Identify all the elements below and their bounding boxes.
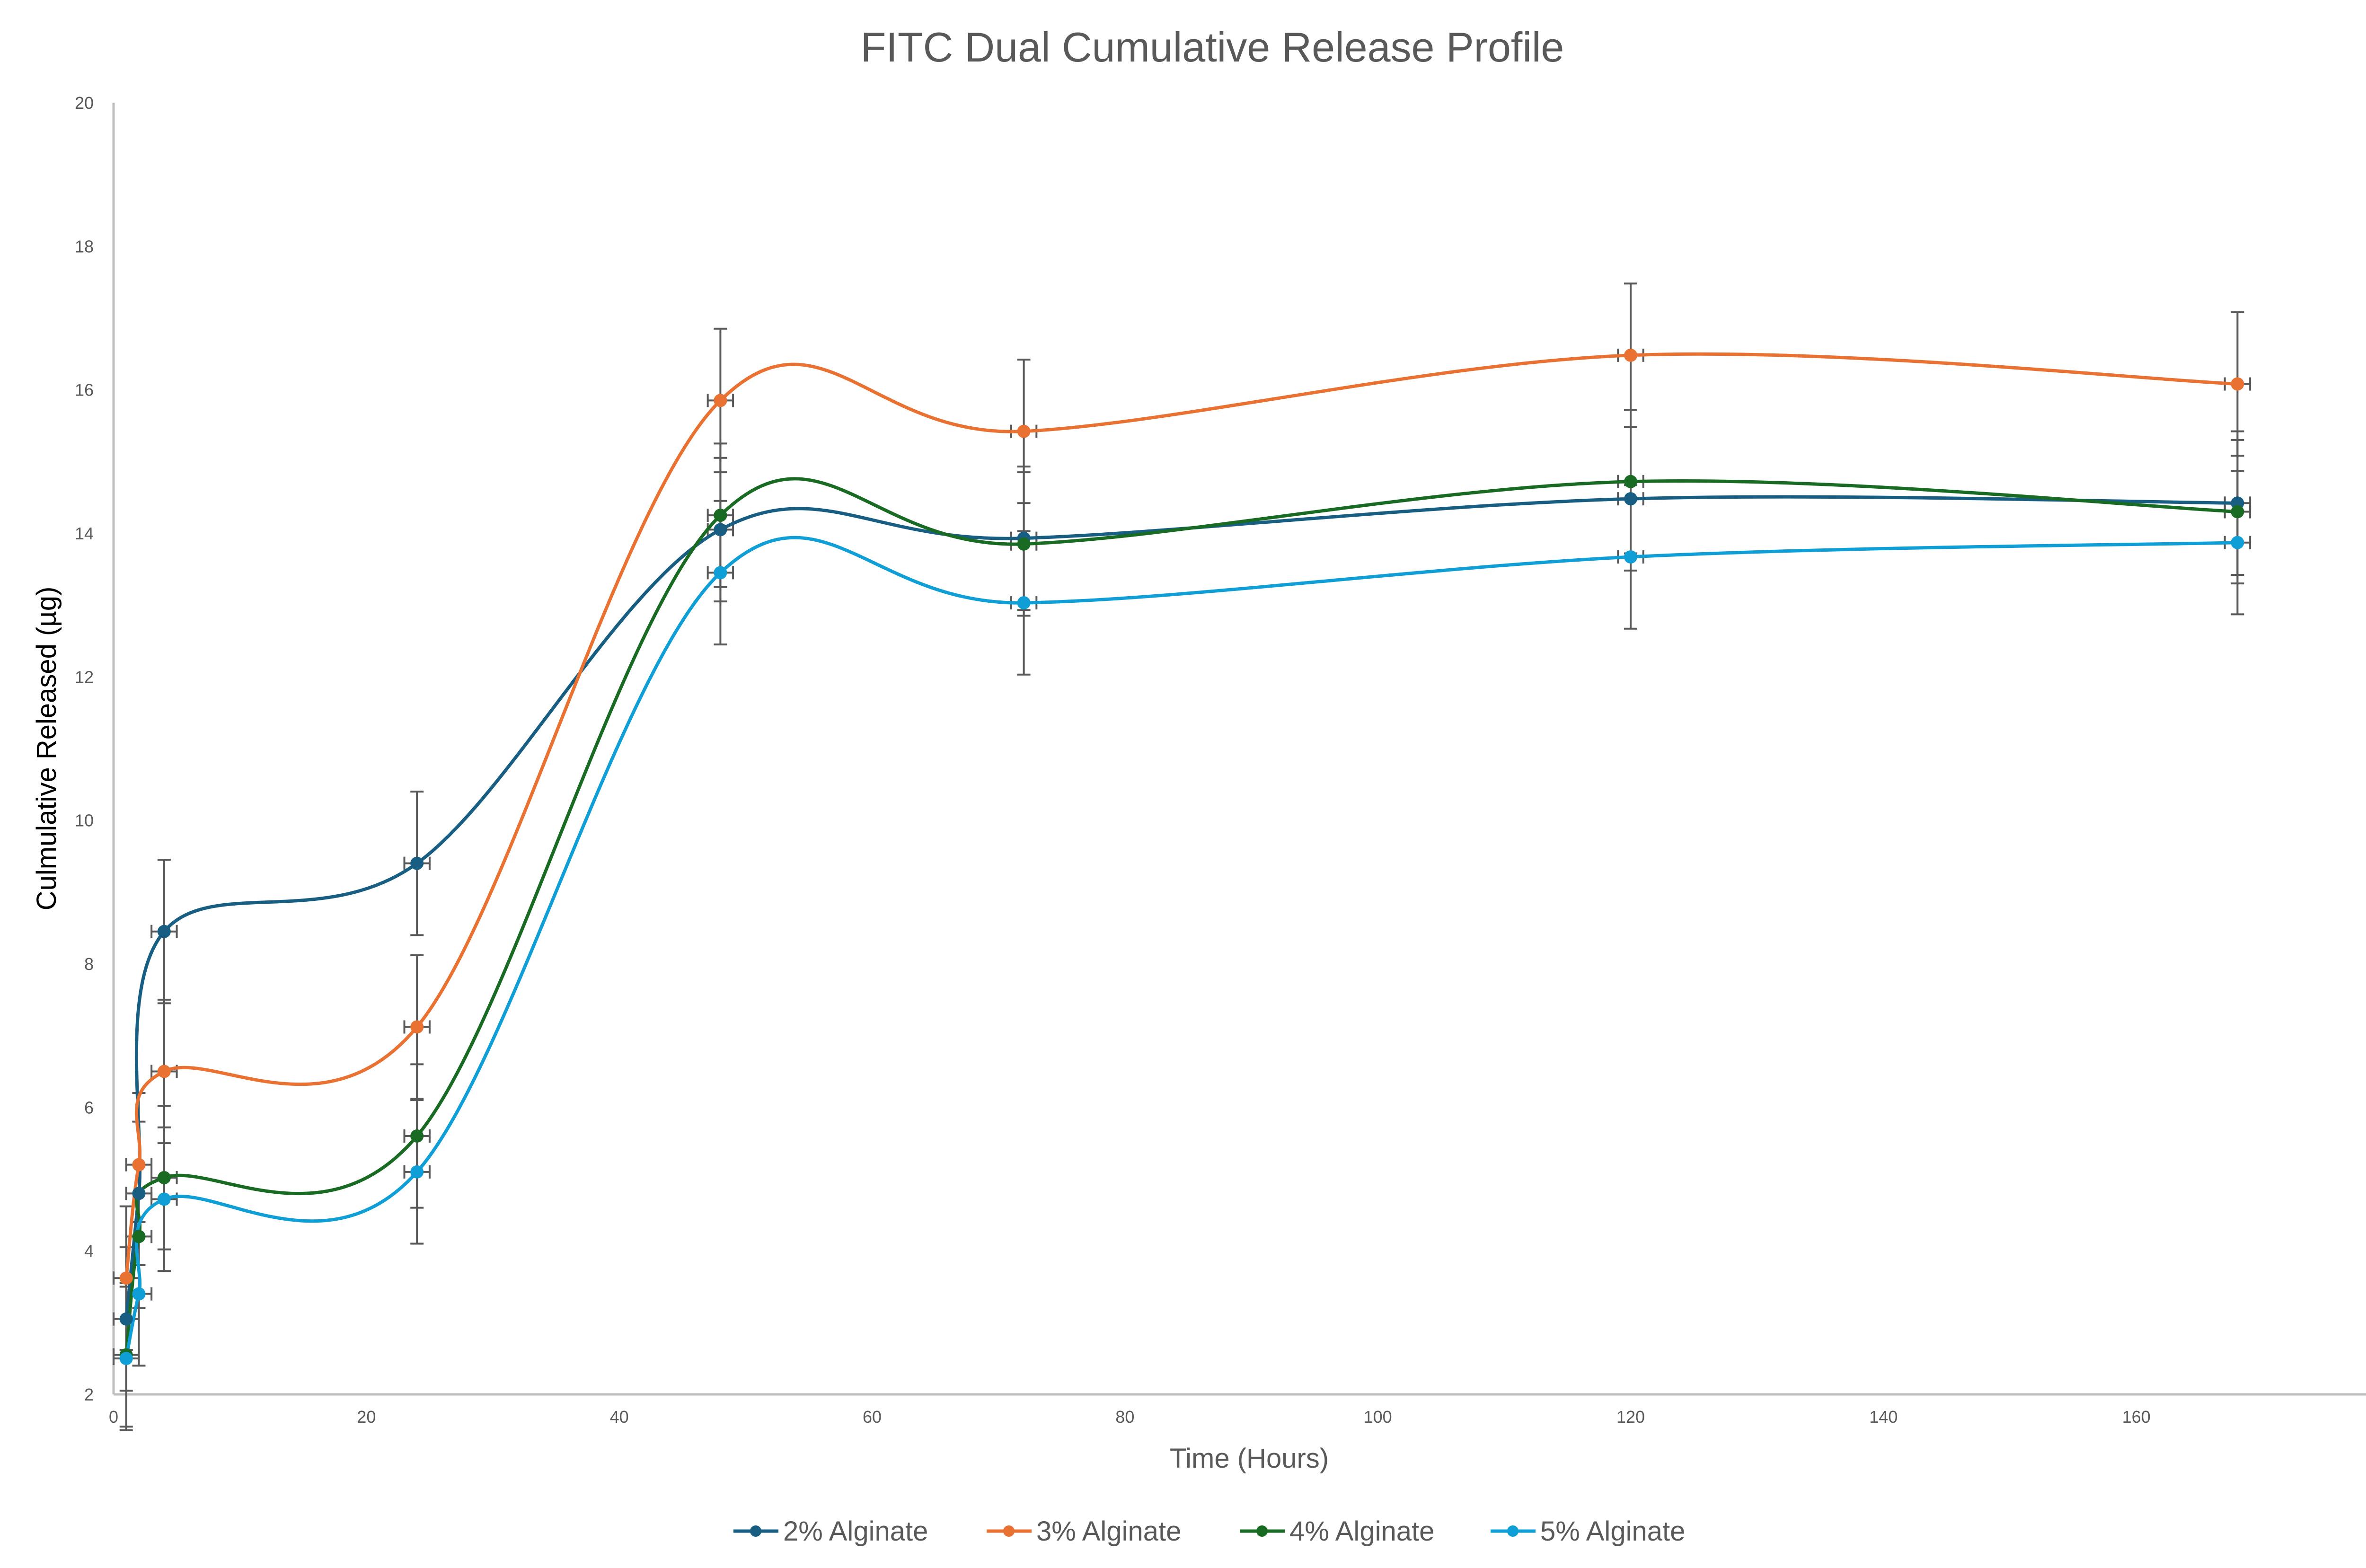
- data-point: [2231, 377, 2244, 391]
- x-tick-label: 120: [1616, 1407, 1645, 1427]
- x-tick-label: 100: [1364, 1407, 1392, 1427]
- data-point: [410, 1020, 424, 1034]
- y-tick-label: 18: [75, 237, 94, 256]
- data-point: [1624, 348, 1637, 362]
- x-tick-label: 20: [357, 1407, 376, 1427]
- y-tick-label: 8: [84, 954, 94, 974]
- data-point: [132, 1158, 146, 1172]
- y-axis-title: Culmulative Released (µg): [31, 587, 62, 911]
- data-point: [410, 1129, 424, 1143]
- data-point: [714, 523, 727, 537]
- data-point: [157, 1065, 171, 1078]
- data-point: [410, 856, 424, 870]
- legend-label: 3% Alginate: [1036, 1516, 1181, 1547]
- y-tick-label: 2: [84, 1385, 94, 1404]
- x-tick-label: 80: [1115, 1407, 1134, 1427]
- legend-marker: [1507, 1525, 1518, 1537]
- legend-item: 4% Alginate: [1240, 1516, 1434, 1547]
- legend-label: 2% Alginate: [783, 1516, 928, 1547]
- y-tick-label: 20: [75, 93, 94, 113]
- data-point: [157, 1171, 171, 1184]
- data-point: [714, 566, 727, 580]
- y-tick-label: 16: [75, 380, 94, 400]
- data-point: [714, 509, 727, 522]
- data-point: [119, 1312, 133, 1326]
- legend-label: 4% Alginate: [1289, 1516, 1434, 1547]
- legend-marker: [1003, 1525, 1015, 1537]
- series-line-4pct: [124, 477, 2238, 1355]
- data-point: [119, 1271, 133, 1285]
- x-tick-label: 60: [863, 1407, 882, 1427]
- legend-label: 5% Alginate: [1540, 1516, 1685, 1547]
- data-point: [157, 1192, 171, 1206]
- data-point: [410, 1165, 424, 1179]
- legend-item: 5% Alginate: [1491, 1516, 1685, 1547]
- series-line-3pct: [124, 352, 2238, 1278]
- data-point: [2231, 505, 2244, 519]
- x-axis-title: Time (Hours): [1170, 1443, 1329, 1474]
- y-tick-label: 10: [75, 811, 94, 830]
- data-point: [1624, 492, 1637, 506]
- legend-item: 2% Alginate: [733, 1516, 928, 1547]
- legend-marker: [1256, 1525, 1268, 1537]
- x-tick-label: 140: [1869, 1407, 1898, 1427]
- data-point: [1624, 550, 1637, 564]
- series-line-2pct: [124, 495, 2238, 1320]
- y-tick-label: 6: [84, 1098, 94, 1117]
- x-tick-label: 160: [2122, 1407, 2151, 1427]
- legend: 2% Alginate 3% Alginate 4% Alginate 5% Algi…: [733, 1516, 1685, 1547]
- data-point: [2231, 536, 2244, 549]
- data-point: [157, 925, 171, 938]
- data-point: [132, 1230, 146, 1243]
- chart-title: FITC Dual Cumulative Release Profile: [861, 24, 1564, 70]
- series-line-5pct: [124, 536, 2238, 1359]
- y-tick-label: 12: [75, 667, 94, 687]
- data-point: [1624, 475, 1637, 488]
- x-tick-label: 40: [610, 1407, 629, 1427]
- data-point: [132, 1287, 146, 1301]
- x-tick-label: 0: [109, 1407, 118, 1427]
- data-point: [1017, 537, 1031, 551]
- data-point: [119, 1352, 133, 1365]
- data-point: [1017, 596, 1031, 610]
- data-point: [1017, 424, 1031, 438]
- data-point: [132, 1187, 146, 1200]
- legend-marker: [750, 1525, 761, 1537]
- legend-item: 3% Alginate: [987, 1516, 1181, 1547]
- data-point: [714, 394, 727, 407]
- y-tick-label: 4: [84, 1242, 94, 1261]
- y-tick-label: 14: [75, 524, 94, 543]
